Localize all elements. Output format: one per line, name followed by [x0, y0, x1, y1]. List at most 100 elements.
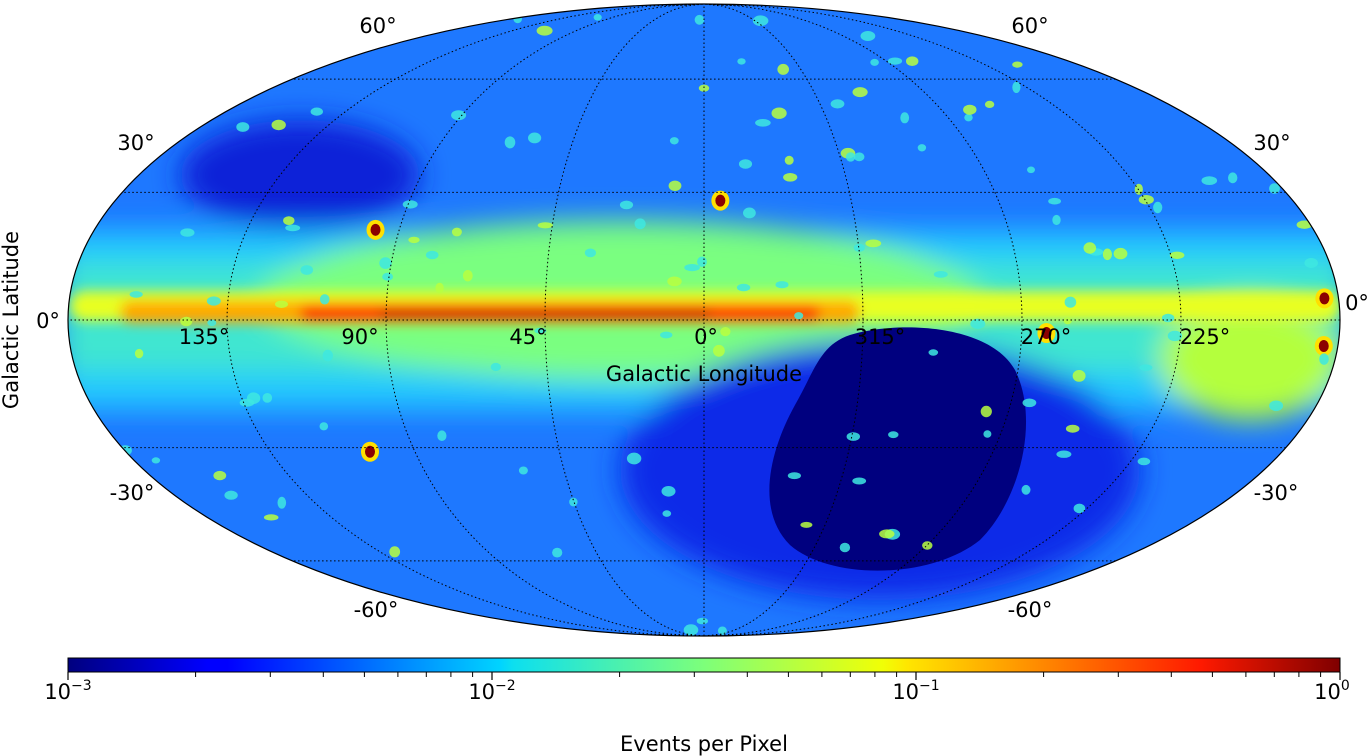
- faint-source: [683, 624, 699, 636]
- colorbar: 10−3 10−2 10−1 100 Events per Pixel: [44, 657, 1350, 756]
- faint-source: [513, 14, 522, 24]
- faint-source: [490, 362, 501, 372]
- lon-tick-135: 135°: [179, 325, 230, 349]
- faint-source: [1169, 251, 1185, 259]
- faint-source: [1304, 258, 1318, 268]
- point-source: [1318, 339, 1329, 352]
- lat-tick-right-30: 30°: [1253, 131, 1290, 155]
- faint-source: [846, 432, 860, 441]
- faint-source: [737, 58, 746, 65]
- faint-source: [1072, 370, 1086, 382]
- colorbar-gradient: [67, 657, 1341, 673]
- meridian-line: [703, 4, 864, 636]
- faint-source: [537, 222, 553, 229]
- cb-tick-3-base: 10: [1314, 680, 1341, 704]
- lat-tick-left-30: 30°: [117, 131, 154, 155]
- cb-tick-1-base: 10: [468, 680, 495, 704]
- faint-source: [322, 349, 333, 362]
- cb-tick-label-1: 10−2: [468, 678, 515, 704]
- faint-source: [852, 87, 868, 98]
- faint-source: [1048, 197, 1061, 205]
- faint-source: [696, 617, 709, 625]
- faint-source: [518, 466, 528, 475]
- faint-source: [668, 180, 682, 191]
- north-cold-region: [180, 120, 420, 230]
- west-warm-region: [1160, 300, 1340, 420]
- faint-source: [1064, 296, 1077, 308]
- faint-source: [1138, 195, 1154, 205]
- lat-tick-left-60: 60°: [359, 14, 396, 38]
- faint-source: [593, 13, 602, 21]
- faint-source: [528, 132, 542, 144]
- meridian-line: [544, 4, 705, 636]
- faint-source: [619, 200, 634, 210]
- faint-source: [275, 300, 288, 308]
- faint-source: [263, 514, 279, 521]
- faint-source: [1319, 353, 1329, 365]
- faint-source: [382, 272, 393, 281]
- cb-tick-0-exp: −3: [71, 678, 92, 694]
- cb-tick-0-base: 10: [44, 680, 71, 704]
- faint-source: [504, 136, 516, 149]
- colorbar-major-ticks: [67, 672, 1341, 680]
- faint-source: [129, 291, 143, 298]
- faint-source: [775, 281, 789, 289]
- faint-source: [451, 110, 467, 121]
- exposure-gap-region: [769, 327, 1027, 571]
- faint-source: [300, 265, 314, 275]
- faint-source: [980, 405, 992, 418]
- faint-source: [1083, 242, 1097, 254]
- faint-source: [888, 431, 899, 439]
- lon-tick-0: 0°: [694, 325, 718, 349]
- faint-source: [738, 159, 753, 169]
- faint-source: [1161, 313, 1175, 323]
- point-source: [364, 445, 375, 458]
- faint-source: [983, 430, 992, 438]
- faint-source: [552, 547, 563, 558]
- cb-tick-label-2: 10−1: [892, 678, 939, 704]
- faint-source: [669, 137, 679, 145]
- faint-source: [964, 113, 973, 122]
- faint-source: [667, 276, 682, 287]
- y-axis-title: Galactic Latitude: [0, 231, 23, 409]
- latitude-tick-labels-right: 60° 30° 0° -30° -60°: [1008, 14, 1369, 622]
- faint-source: [1269, 183, 1280, 194]
- faint-source: [283, 216, 295, 226]
- faint-source: [569, 497, 578, 507]
- cb-tick-3-exp: 0: [1341, 678, 1350, 694]
- faint-source: [660, 331, 673, 339]
- faint-source: [697, 256, 707, 267]
- faint-source: [783, 173, 798, 182]
- faint-source: [262, 393, 273, 403]
- faint-source: [271, 119, 286, 131]
- cb-tick-2-base: 10: [892, 680, 919, 704]
- faint-source: [224, 490, 238, 500]
- faint-source: [1269, 400, 1284, 412]
- faint-source: [1228, 172, 1238, 184]
- faint-source: [865, 239, 882, 248]
- longitude-tick-labels: 135° 90° 45° 0° 315° 270° 225°: [179, 325, 1231, 349]
- faint-source: [787, 472, 802, 480]
- faint-source: [794, 312, 804, 320]
- meridian-line: [226, 4, 705, 636]
- faint-source: [852, 477, 867, 485]
- faint-source: [970, 318, 986, 329]
- meridian-line: [385, 4, 705, 636]
- lat-tick-right-0: 0°: [1345, 291, 1369, 315]
- lon-tick-270: 270°: [1021, 325, 1072, 349]
- faint-source: [1139, 364, 1153, 371]
- map-border: [67, 3, 1341, 637]
- faint-source: [437, 430, 447, 442]
- colorbar-label: Events per Pixel: [620, 732, 788, 756]
- faint-source: [379, 257, 392, 269]
- faint-source: [830, 99, 845, 109]
- faint-source: [1102, 248, 1112, 261]
- faint-source: [1137, 457, 1151, 466]
- faint-source: [207, 319, 217, 326]
- lon-tick-225: 225°: [1180, 325, 1231, 349]
- faint-source: [713, 344, 725, 357]
- mollweide-heatmap: [68, 4, 1340, 636]
- faint-source: [879, 529, 895, 539]
- faint-source: [720, 327, 731, 337]
